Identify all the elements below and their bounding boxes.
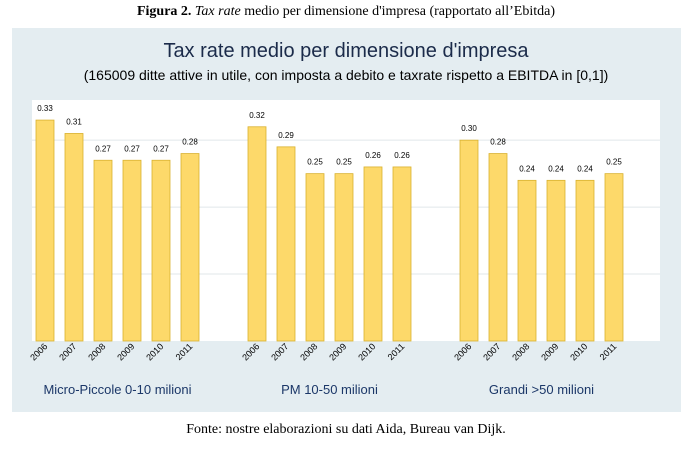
- bar: [64, 133, 84, 342]
- data-label: 0.32: [249, 111, 265, 120]
- data-label: 0.26: [365, 151, 381, 160]
- x-tick-label: 2010: [356, 341, 377, 362]
- bar: [247, 126, 267, 342]
- x-tick-label: 2008: [298, 341, 319, 362]
- x-tick-label: 2011: [174, 341, 195, 362]
- chart-title: Tax rate medio per dimensione d'impresa: [163, 40, 529, 62]
- data-label: 0.26: [394, 151, 410, 160]
- data-label: 0.25: [307, 158, 323, 167]
- group-label: Micro-Piccole 0-10 milioni: [43, 382, 191, 397]
- x-tick-label: 2010: [144, 341, 165, 362]
- data-label: 0.24: [548, 164, 564, 173]
- x-tick-label: 2009: [539, 341, 560, 362]
- x-tick-label: 2011: [598, 341, 619, 362]
- data-label: 0.27: [95, 144, 111, 153]
- x-tick-label: 2007: [57, 341, 78, 362]
- bar: [122, 159, 142, 342]
- bar: [392, 166, 412, 342]
- bar: [276, 146, 296, 342]
- bar: [546, 179, 566, 342]
- bar-chart: Tax rate medio per dimensione d'impresa …: [28, 40, 660, 397]
- data-label: 0.29: [278, 131, 294, 140]
- data-label: 0.25: [606, 158, 622, 167]
- x-tick-label: 2007: [481, 341, 502, 362]
- data-label: 0.24: [577, 164, 593, 173]
- bar: [575, 179, 595, 342]
- data-label: 0.33: [37, 104, 53, 113]
- bar: [151, 159, 171, 342]
- group-label: PM 10-50 milioni: [281, 382, 378, 397]
- bar: [604, 173, 624, 342]
- bar: [459, 139, 479, 342]
- data-label: 0.28: [182, 138, 198, 147]
- bar: [305, 173, 325, 342]
- figure-term: Tax rate: [194, 4, 241, 19]
- data-label: 0.27: [124, 144, 140, 153]
- bar: [363, 166, 383, 342]
- data-label: 0.25: [336, 158, 352, 167]
- x-tick-label: 2010: [568, 341, 589, 362]
- data-label: 0.24: [519, 164, 535, 173]
- data-label: 0.28: [490, 138, 506, 147]
- x-tick-label: 2006: [28, 341, 49, 362]
- bar: [35, 119, 55, 342]
- group-label: Grandi >50 milioni: [489, 382, 594, 397]
- x-tick-label: 2009: [327, 341, 348, 362]
- bar: [334, 173, 354, 342]
- bar: [517, 179, 537, 342]
- chart-panel: Tax rate medio per dimensione d'impresa …: [12, 28, 681, 412]
- figure-caption-text: medio per dimensione d'impresa (rapporta…: [244, 4, 556, 19]
- x-tick-label: 2008: [86, 341, 107, 362]
- figure-number: Figura 2.: [136, 4, 192, 19]
- x-tick-label: 2006: [452, 341, 473, 362]
- bar: [180, 153, 200, 342]
- x-tick-label: 2011: [386, 341, 407, 362]
- data-label: 0.30: [461, 124, 477, 133]
- chart-subtitle: (165009 ditte attive in utile, con impos…: [84, 67, 609, 83]
- source-note: Fonte: nostre elaborazioni su dati Aida,…: [186, 422, 506, 437]
- figure-caption: Figura 2. Tax rate medio per dimensione …: [0, 4, 692, 20]
- bar: [93, 159, 113, 342]
- bar: [488, 153, 508, 342]
- x-tick-label: 2007: [269, 341, 290, 362]
- data-label: 0.31: [66, 117, 82, 126]
- data-label: 0.27: [153, 144, 169, 153]
- x-tick-label: 2009: [115, 341, 136, 362]
- bars: [35, 119, 624, 342]
- x-tick-label: 2008: [510, 341, 531, 362]
- x-tick-label: 2006: [240, 341, 261, 362]
